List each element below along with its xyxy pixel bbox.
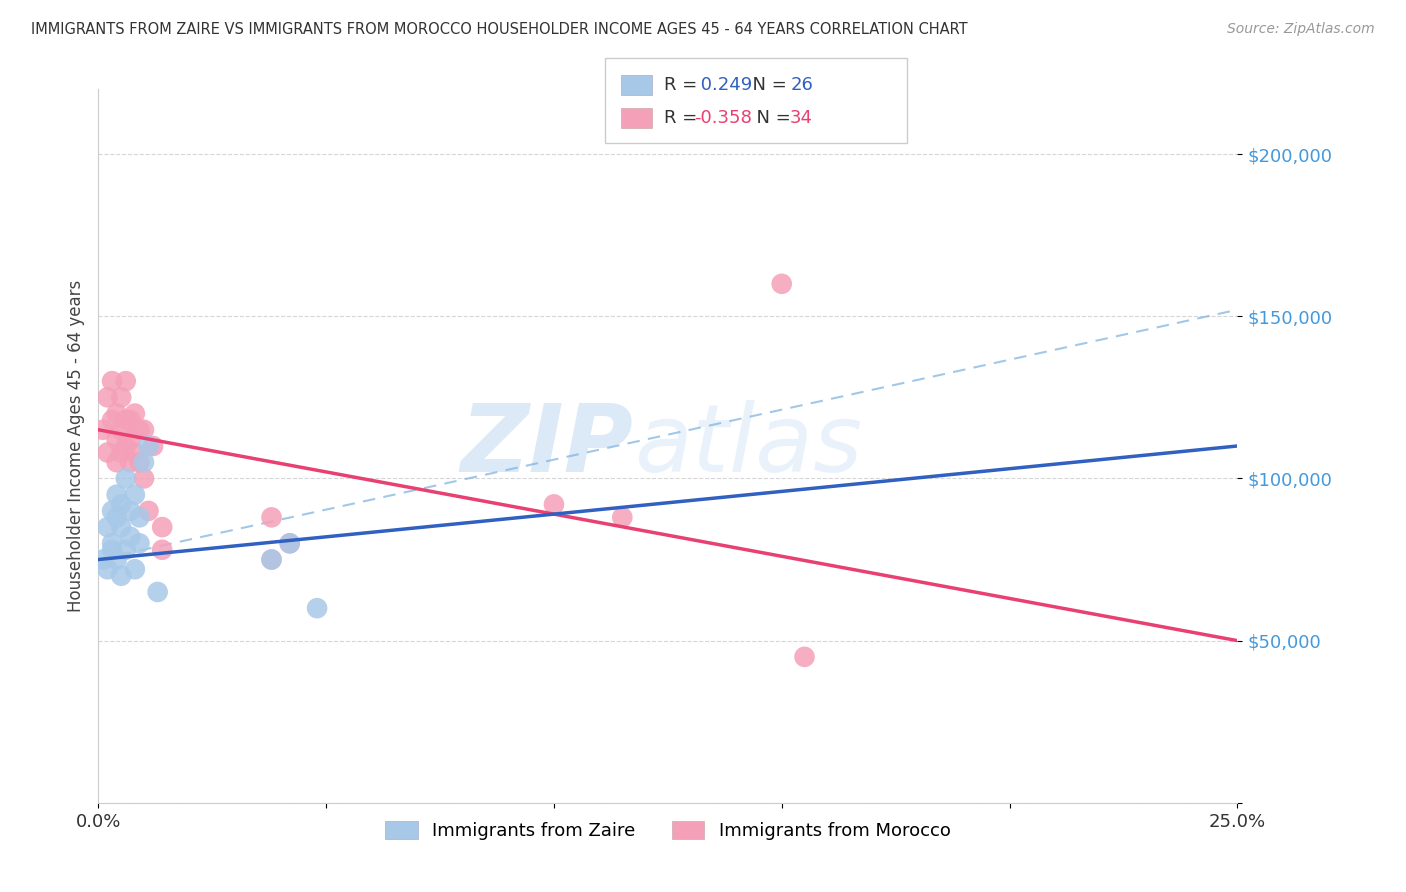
Point [110,445,132,459]
Point [543,497,565,511]
Point [307,601,329,615]
Text: ZIP: ZIP [461,400,634,492]
Point [120,455,142,469]
Point [101,536,124,550]
Point [120,413,142,427]
Point [101,374,124,388]
Point [260,552,283,566]
Point [91,423,114,437]
Point [105,433,128,447]
Point [146,585,169,599]
Legend: Immigrants from Zaire, Immigrants from Morocco: Immigrants from Zaire, Immigrants from M… [378,814,957,847]
Point [120,433,142,447]
Point [114,374,136,388]
Point [96,445,118,459]
Point [128,536,150,550]
Point [150,520,173,534]
Point [105,455,128,469]
Point [128,510,150,524]
Text: N =: N = [741,76,793,94]
Point [101,542,124,557]
Point [110,423,132,437]
Text: 26: 26 [790,76,813,94]
Point [105,552,128,566]
Point [114,413,136,427]
Point [120,504,142,518]
Point [142,439,165,453]
Point [110,390,132,404]
Point [105,510,128,524]
Point [105,407,128,421]
Point [132,455,155,469]
Point [138,504,160,518]
Point [770,277,793,291]
Text: 0.249: 0.249 [695,76,752,94]
Point [110,497,132,511]
Point [105,488,128,502]
Point [110,568,132,582]
Point [124,407,146,421]
Point [96,562,118,576]
Point [150,542,173,557]
Point [101,413,124,427]
Text: R =: R = [664,76,703,94]
Point [260,552,283,566]
Point [114,439,136,453]
Text: -0.358: -0.358 [695,109,752,127]
Point [120,530,142,544]
Point [793,649,815,664]
Point [96,390,118,404]
Point [278,536,301,550]
Point [114,471,136,485]
Point [132,471,155,485]
Point [612,510,634,524]
Point [96,520,118,534]
Point [91,552,114,566]
Text: Source: ZipAtlas.com: Source: ZipAtlas.com [1227,22,1375,37]
Point [132,423,155,437]
Point [124,562,146,576]
Point [124,488,146,502]
Text: R =: R = [664,109,703,127]
Point [124,445,146,459]
Point [128,423,150,437]
Point [260,510,283,524]
Point [128,455,150,469]
Y-axis label: Householder Income Ages 45 - 64 years: Householder Income Ages 45 - 64 years [66,280,84,612]
Point [101,504,124,518]
Text: atlas: atlas [634,401,862,491]
Text: N =: N = [745,109,797,127]
Point [110,520,132,534]
Point [114,542,136,557]
Text: IMMIGRANTS FROM ZAIRE VS IMMIGRANTS FROM MOROCCO HOUSEHOLDER INCOME AGES 45 - 64: IMMIGRANTS FROM ZAIRE VS IMMIGRANTS FROM… [31,22,967,37]
Point [138,439,160,453]
Text: 34: 34 [790,109,813,127]
Point [278,536,301,550]
